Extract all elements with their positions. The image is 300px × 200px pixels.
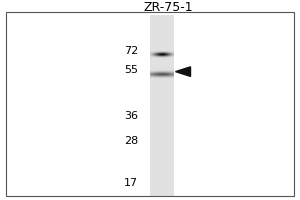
Text: 17: 17 [124,178,138,188]
Text: 36: 36 [124,111,138,121]
Text: 55: 55 [124,65,138,75]
Text: 72: 72 [124,46,138,56]
Text: 28: 28 [124,136,138,146]
Polygon shape [176,67,190,76]
Text: ZR-75-1: ZR-75-1 [144,1,194,14]
